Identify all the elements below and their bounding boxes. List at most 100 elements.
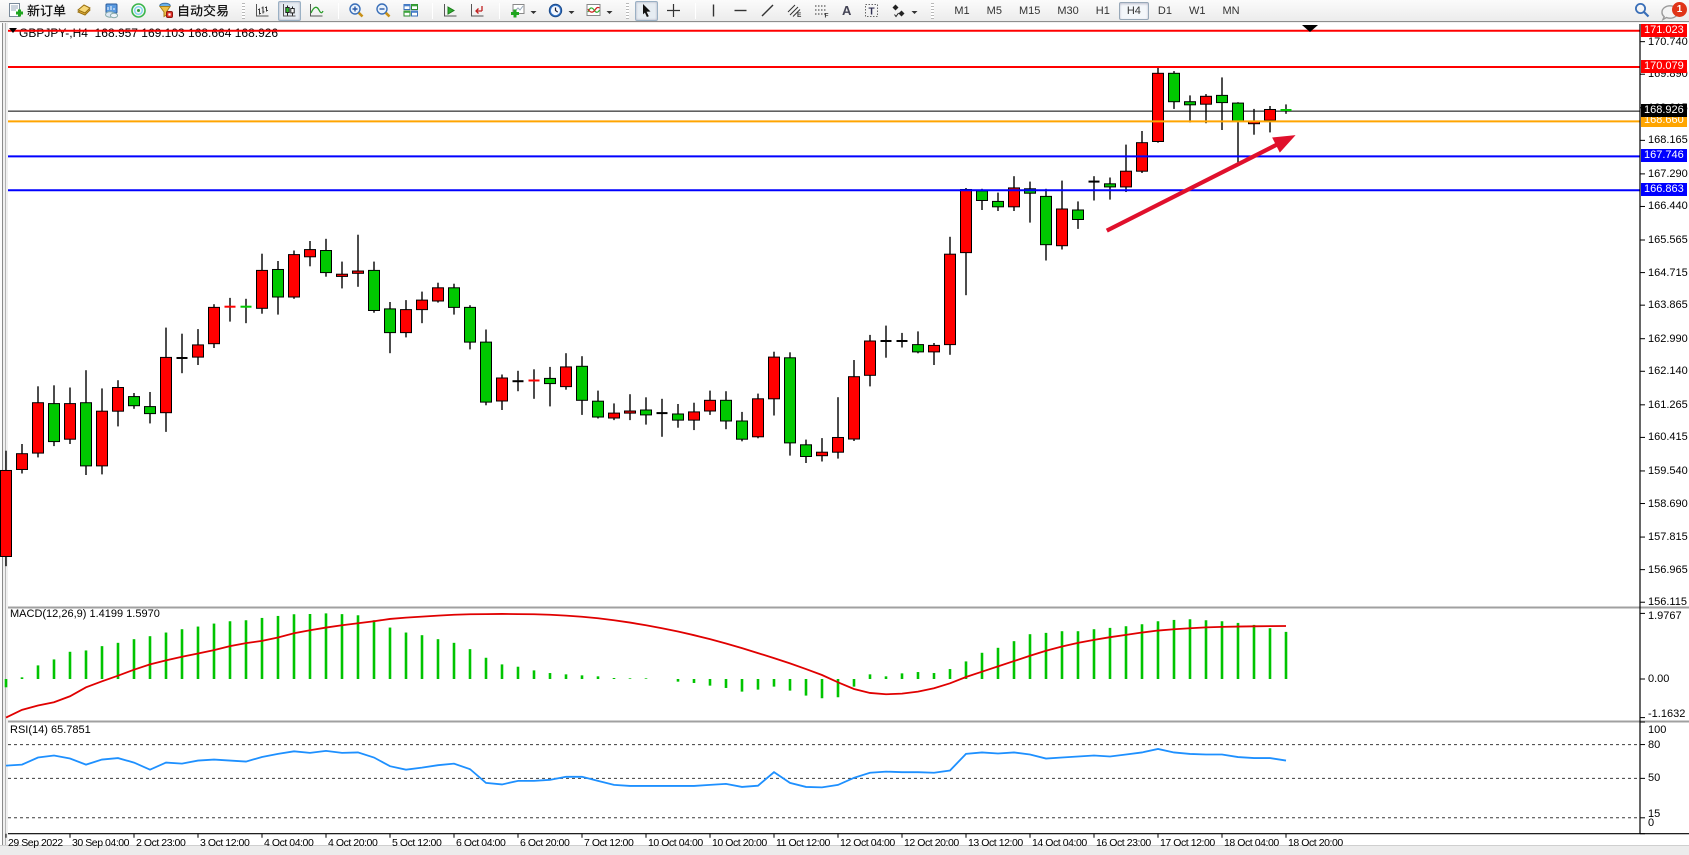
price-tick-label: 168.165 [1648,134,1688,147]
text-icon: A [842,3,852,18]
timeframe-mn-button[interactable]: MN [1222,4,1240,17]
arrows-button[interactable] [887,1,921,21]
data-window-icon [103,2,120,19]
candle-chart-icon [281,2,298,19]
cursor-icon [638,2,655,19]
candle-body [592,400,604,418]
timeframe-h4-button[interactable]: H4 [1118,1,1149,20]
zoom-out-button[interactable] [372,1,395,21]
time-tick-label: 30 Sep 04:00 [72,837,130,850]
search-icon[interactable] [1633,1,1651,24]
level-price-label-171.023: 171.023 [1641,23,1687,37]
candle-body [992,200,1004,208]
timeframe-m30-button[interactable]: M30 [1057,4,1079,17]
timeframe-m15-button[interactable]: M15 [1018,4,1041,17]
line-chart-icon [308,2,325,19]
text-button[interactable]: A [837,1,856,21]
candle-chart-button[interactable] [278,0,301,21]
trend-arrow-shaft [1105,141,1281,233]
auto-scroll-icon [442,2,459,19]
timeframe-d1-button[interactable]: D1 [1157,4,1172,17]
symbol-title: GBPJPY-,H4 [19,26,88,40]
trendline-icon [759,2,776,19]
new-order-label [27,4,66,17]
timeframe-w1-button[interactable]: W1 [1188,4,1206,17]
equidistant-channel-button[interactable]: E [783,1,806,21]
candle-body [256,269,268,309]
toolbar-separator [338,2,339,19]
price-tick-label: 158.690 [1648,497,1688,510]
toolbar-separator [499,2,500,19]
autotrading-label [179,4,228,17]
candle-body [192,344,204,358]
chart-shift-button[interactable] [466,1,489,21]
window-left-edge [0,23,8,846]
candle-body [928,344,940,353]
price-tick-label: 166.440 [1648,200,1688,213]
ohlc-values: 168.957 169.103 168.664 168.926 [94,26,279,40]
bar-chart-button[interactable] [251,1,274,21]
autotrading-button[interactable] [154,1,232,21]
candle-body [304,249,316,258]
data-window-button[interactable] [100,1,123,21]
candle-body [608,412,620,419]
text-label-button[interactable]: T [860,1,883,21]
time-tick-label: 11 Oct 12:00 [776,837,830,850]
time-tick-label: 29 Sep 2022 [8,837,63,850]
candle-body [800,444,812,457]
new-order-button[interactable] [4,1,69,21]
timeframe-m1-button[interactable]: M1 [954,4,970,17]
rsi-tick-label: 50 [1648,772,1661,785]
candle-body [1120,170,1132,188]
auto-scroll-button[interactable] [439,1,462,21]
signals-button[interactable] [127,1,150,21]
fibonacci-button[interactable]: F [810,1,833,21]
svg-text:T: T [869,7,875,18]
zoom-in-button[interactable] [345,1,368,21]
candle-body [1184,101,1196,106]
macd-signal-line [5,613,1287,719]
timeframe-bar: M1 M5 M15 M30 H1 H4 D1 W1 MN [946,1,1247,20]
trendline-button[interactable] [756,1,779,21]
indicators-button[interactable] [582,1,616,21]
chart-window[interactable]: GBPJPY-,H4 168.957 169.103 168.664 168.9… [0,23,1689,855]
price-tick-label: 167.290 [1648,167,1688,180]
symbol-dropdown-icon[interactable] [9,28,17,33]
zoom-in-icon [348,2,365,19]
time-tick-label: 3 Oct 12:00 [200,837,250,850]
candle-body [112,386,124,412]
periods-button[interactable] [544,1,578,21]
trend-arrow[interactable] [1105,135,1296,233]
level-price-label-167.746: 167.746 [1641,149,1687,163]
candle-body [624,410,636,414]
level-lines-group [8,29,1640,192]
chart-shift-marker[interactable] [1302,25,1318,32]
line-chart-button[interactable] [305,1,328,21]
tile-windows-button[interactable] [399,1,422,21]
market-watch-button[interactable] [73,1,96,21]
crosshair-button[interactable] [662,1,685,21]
new-chart-button[interactable] [506,1,540,21]
svg-text:F: F [825,13,829,20]
level-price-label-166.863: 166.863 [1641,183,1687,197]
time-tick-label: 7 Oct 12:00 [584,837,634,850]
macd-group [4,613,1288,719]
notifications-icon[interactable]: 1 [1659,1,1687,23]
price-tick-label: 162.990 [1648,332,1688,345]
time-tick-label: 6 Oct 20:00 [520,837,570,850]
timeframe-m5-button[interactable]: M5 [986,4,1002,17]
periods-icon [547,2,564,19]
notification-badge: 1 [1672,1,1687,17]
candle-body [400,309,412,334]
vertical-line-button[interactable] [702,1,725,21]
candle-body [752,398,764,438]
timeframe-h1-button[interactable]: H1 [1095,4,1110,17]
toolbar-grip [626,2,629,19]
candle-body [1168,72,1180,103]
candle-body [1232,102,1244,122]
horizontal-line-button[interactable] [729,1,752,21]
cursor-button[interactable] [635,0,658,21]
toolbar-separator [432,2,433,19]
equidistant-channel-icon: E [786,2,803,19]
candles-group [0,66,1292,567]
